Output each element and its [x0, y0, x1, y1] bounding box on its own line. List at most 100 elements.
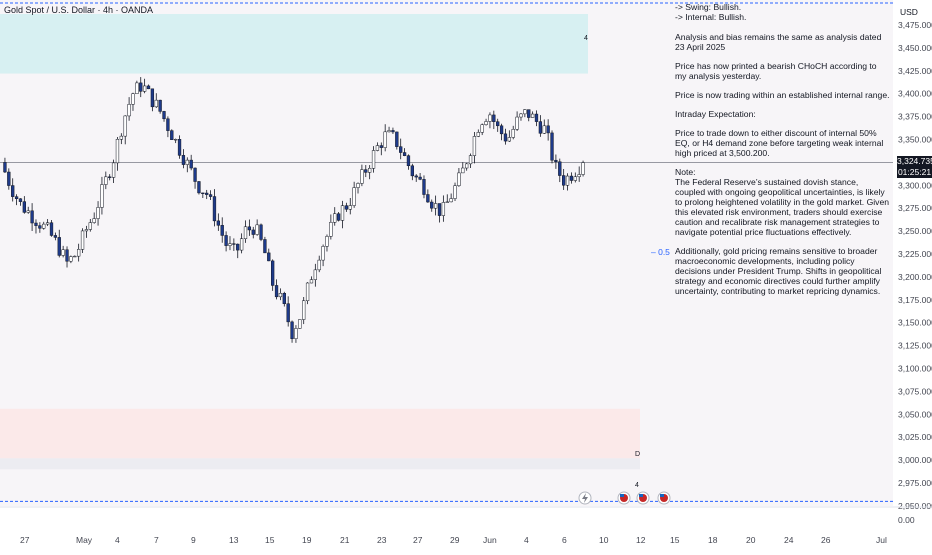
- bear-candle: [108, 176, 112, 178]
- bear-candle: [379, 145, 383, 148]
- bear-candle: [364, 169, 368, 173]
- us-flag-event-icon[interactable]: [617, 491, 631, 505]
- bull-candle: [519, 113, 523, 118]
- price-axis-tick: 3,000.000: [898, 455, 932, 465]
- bull-candle: [441, 202, 446, 216]
- bear-candle: [197, 181, 201, 194]
- bull-candle: [371, 150, 376, 169]
- supply-zone: [0, 14, 588, 74]
- time-axis-tick: Jun: [483, 535, 497, 545]
- bear-candle: [34, 222, 38, 226]
- us-flag-event-icon[interactable]: [636, 491, 650, 505]
- bull-candle: [515, 116, 519, 130]
- bull-candle: [348, 205, 352, 210]
- bear-candle: [181, 155, 186, 165]
- bull-candle: [100, 184, 104, 208]
- bear-candle: [259, 224, 263, 240]
- bear-candle: [30, 210, 34, 224]
- price-axis-tick: 3,375.000: [898, 112, 932, 122]
- time-axis-tick: 27: [20, 535, 30, 545]
- bull-candle: [26, 210, 30, 213]
- supply-zone-marker: 4: [584, 35, 588, 42]
- bull-candle: [154, 99, 158, 108]
- bull-candle: [294, 328, 298, 339]
- bear-candle: [139, 82, 143, 92]
- bull-candle: [298, 319, 302, 329]
- bull-candle: [45, 222, 50, 225]
- bull-candle: [92, 218, 96, 223]
- price-axis-tick: 0.00: [898, 515, 915, 525]
- bear-candle: [170, 130, 174, 141]
- bull-candle: [449, 198, 453, 203]
- analysis-paragraph: Analysis and bias remains the same as an…: [675, 32, 882, 52]
- bull-candle: [565, 175, 570, 186]
- bear-candle: [290, 321, 294, 339]
- bear-candle: [216, 220, 220, 226]
- bear-candle: [7, 171, 11, 186]
- bear-candle: [546, 125, 550, 134]
- bear-candle: [3, 162, 7, 173]
- bull-candle: [383, 131, 387, 148]
- current-price-badge: 3,324.735 01:25:21: [897, 155, 932, 178]
- demand-zone-lower: [0, 458, 640, 470]
- time-axis-tick: 26: [821, 535, 831, 545]
- bear-candle: [562, 175, 566, 186]
- bull-candle: [488, 114, 492, 122]
- bear-candle: [162, 111, 166, 120]
- bull-candle: [142, 85, 147, 92]
- bull-candle: [131, 93, 135, 105]
- bear-candle: [282, 293, 286, 304]
- bull-candle: [445, 201, 449, 203]
- bull-candle: [573, 176, 577, 181]
- bear-candle: [212, 196, 217, 222]
- bear-candle: [11, 185, 15, 197]
- bear-candle: [158, 99, 162, 112]
- bear-candle: [336, 213, 341, 221]
- bear-candle: [18, 198, 23, 202]
- bull-candle: [453, 185, 457, 199]
- price-axis[interactable]: 3,475.000 3,450.000 3,425.000 3,400.000 3,37…: [898, 20, 932, 525]
- bear-candle: [414, 175, 418, 178]
- currency-label[interactable]: USD: [900, 7, 918, 17]
- time-axis-tick: 9: [191, 535, 196, 545]
- price-axis-tick: 3,300.000: [898, 180, 932, 190]
- bear-candle: [224, 235, 228, 246]
- bear-candle: [150, 88, 155, 108]
- bear-candle: [65, 249, 69, 262]
- time-axis-tick: 6: [562, 535, 567, 545]
- fib-level-value: 0.5: [658, 247, 670, 257]
- us-flag-event-icon[interactable]: [657, 491, 671, 505]
- bear-candle: [232, 243, 236, 245]
- bull-candle: [375, 145, 380, 151]
- bull-candle: [511, 129, 515, 138]
- price-axis-tick: 3,475.000: [898, 20, 932, 30]
- demand-zone-marker-lower: 4: [635, 482, 639, 489]
- bull-candle: [325, 236, 329, 247]
- price-axis-tick: 2,975.000: [898, 478, 932, 488]
- bull-candle: [542, 125, 546, 134]
- bear-candle: [53, 235, 58, 238]
- bear-candle: [402, 152, 407, 156]
- time-axis[interactable]: 27 May 4 7 9 13 15 19 21 23 27 29 Jun 4 6 10 12 15 18 20 24 2…: [20, 535, 887, 545]
- bull-candle: [228, 243, 232, 246]
- time-axis-tick: May: [76, 535, 93, 545]
- price-axis-tick: 3,100.000: [898, 364, 932, 374]
- bull-candle: [317, 259, 321, 271]
- bull-candle: [333, 213, 337, 223]
- bear-candle: [430, 201, 434, 209]
- price-axis-tick: 3,400.000: [898, 89, 932, 99]
- time-axis-tick: 15: [670, 535, 680, 545]
- bear-candle: [49, 222, 54, 236]
- price-axis-tick: 3,450.000: [898, 43, 932, 53]
- bull-candle: [480, 124, 484, 133]
- lightning-icon[interactable]: [578, 491, 592, 505]
- bear-candle: [189, 159, 193, 169]
- bear-candle: [496, 121, 500, 127]
- time-axis-tick: 23: [377, 535, 387, 545]
- price-axis-tick: 3,225.000: [898, 249, 932, 259]
- bar-countdown: 01:25:21: [897, 166, 932, 177]
- bull-candle: [77, 249, 81, 257]
- bull-candle: [340, 205, 345, 221]
